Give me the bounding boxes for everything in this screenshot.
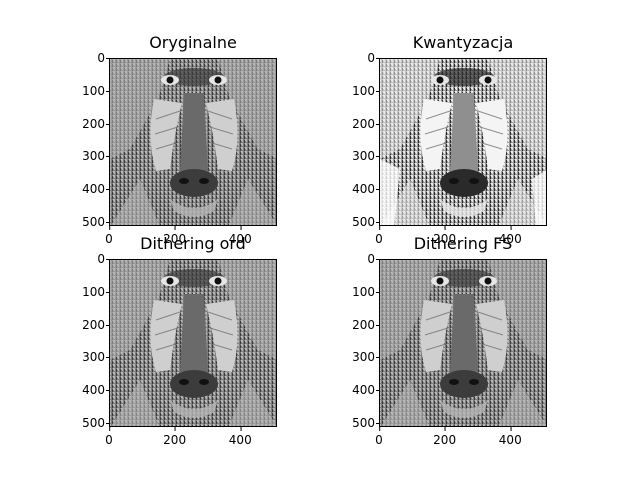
image-panel-2: Kwantyzacja 0 100 200 300 400 500 0 200 400	[352, 33, 547, 246]
x-tick-label: 0	[375, 226, 383, 246]
y-tick-label: 400	[352, 182, 380, 197]
y-tick-label: 100	[82, 284, 110, 299]
y-tick-label: 400	[352, 383, 380, 398]
x-tick-label: 0	[105, 226, 113, 246]
y-tick-label: 200	[82, 317, 110, 332]
y-tick-label: 100	[352, 284, 380, 299]
y-tick-label: 500	[82, 416, 110, 431]
x-tick-label: 400	[498, 226, 522, 246]
panel-image	[379, 259, 547, 427]
y-tick-label: 200	[352, 317, 380, 332]
x-tick-label: 400	[498, 427, 522, 447]
y-tick-label: 0	[97, 252, 110, 266]
y-tick-label: 100	[352, 83, 380, 98]
y-tick-label: 400	[82, 383, 110, 398]
x-tick-label: 200	[163, 427, 187, 447]
x-tick-label: 400	[228, 226, 252, 246]
panel-title: Dithering FS	[413, 234, 513, 253]
y-tick-label: 300	[352, 350, 380, 365]
panel-image	[109, 58, 277, 226]
y-tick-label: 500	[352, 416, 380, 431]
image-panel-1: Oryginalne 0 100 200 300 400 500 0 200 400	[82, 33, 277, 246]
panel-title: Dithering ord	[140, 234, 246, 253]
y-tick-label: 400	[82, 182, 110, 197]
y-tick-label: 200	[82, 116, 110, 131]
x-tick-label: 200	[433, 226, 457, 246]
image-panel-3: Dithering ord 0 100 200 300 400 500 0 200 400	[82, 234, 277, 447]
y-tick-label: 500	[352, 215, 380, 230]
y-tick-label: 0	[97, 51, 110, 65]
y-tick-label: 300	[82, 350, 110, 365]
panel-image	[109, 259, 277, 427]
x-tick-label: 200	[163, 226, 187, 246]
y-tick-label: 0	[367, 51, 380, 65]
y-tick-label: 0	[367, 252, 380, 266]
y-tick-label: 300	[352, 149, 380, 164]
x-tick-label: 0	[105, 427, 113, 447]
x-tick-label: 200	[433, 427, 457, 447]
x-tick-label: 400	[228, 427, 252, 447]
y-tick-label: 200	[352, 116, 380, 131]
y-tick-label: 100	[82, 83, 110, 98]
x-tick-label: 0	[375, 427, 383, 447]
panel-title: Kwantyzacja	[412, 33, 514, 52]
panel-title: Oryginalne	[149, 33, 237, 52]
panel-image	[379, 58, 547, 226]
y-tick-label: 300	[82, 149, 110, 164]
image-panel-4: Dithering FS 0 100 200 300 400 500 0 200 400	[352, 234, 547, 447]
y-tick-label: 500	[82, 215, 110, 230]
